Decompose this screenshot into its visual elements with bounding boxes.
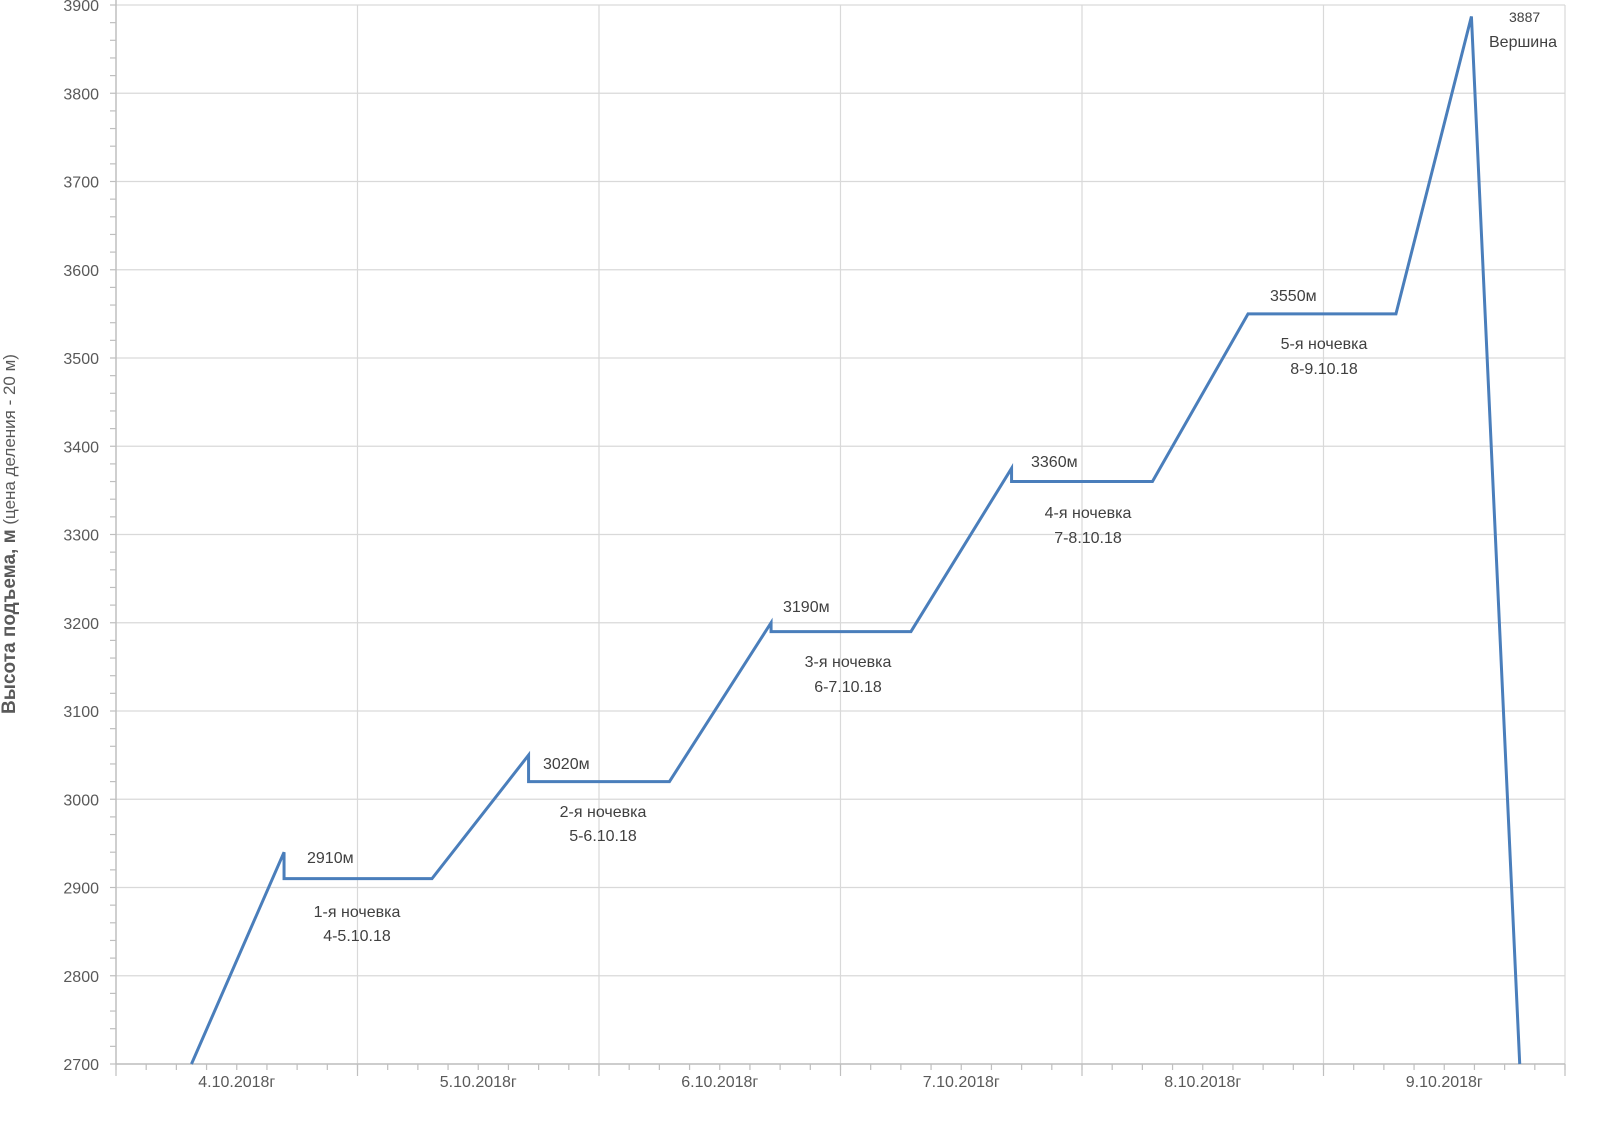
y-tick-label: 3400 (63, 439, 99, 456)
y-tick-label: 3900 (63, 0, 99, 15)
annotation-camp-3: 3-я ночевка (805, 654, 892, 671)
y-tick-label: 3300 (63, 528, 99, 545)
y-tick-label: 2700 (63, 1057, 99, 1074)
x-tick-label: 8.10.2018г (1164, 1074, 1241, 1091)
annotation-date-1: 4-5.10.18 (323, 928, 391, 945)
y-tick-label: 3500 (63, 351, 99, 368)
x-tick-labels: 4.10.2018г 5.10.2018г 6.10.2018г 7.10.2018г… (198, 1074, 1483, 1091)
annotation-camp-4: 4-я ночевка (1045, 505, 1132, 522)
annotation-summit-name: Вершина (1489, 34, 1557, 51)
y-tick-label: 3200 (63, 616, 99, 633)
y-tick-label: 3600 (63, 263, 99, 280)
y-axis-label: Высота подъема, м (цена деления - 20 м) (0, 354, 20, 714)
annotation-alt-1: 2910м (307, 850, 354, 867)
axes (110, 0, 1566, 1076)
x-tick-label: 6.10.2018г (681, 1074, 758, 1091)
annotation-camp-2: 2-я ночевка (560, 804, 647, 821)
x-tick-label: 5.10.2018г (440, 1074, 517, 1091)
annotation-alt-3: 3190м (783, 599, 830, 616)
annotation-date-3: 6-7.10.18 (814, 679, 882, 696)
y-tick-label: 3100 (63, 704, 99, 721)
x-tick-label: 4.10.2018г (198, 1074, 275, 1091)
x-tick-label: 7.10.2018г (923, 1074, 1000, 1091)
y-tick-label: 3800 (63, 86, 99, 103)
y-tick-label: 3700 (63, 175, 99, 192)
y-tick-label: 3000 (63, 792, 99, 809)
annotation-camp-1: 1-я ночевка (314, 904, 401, 921)
annotation-alt-5: 3550м (1270, 288, 1317, 305)
y-tick-label: 2800 (63, 969, 99, 986)
y-tick-label: 2900 (63, 881, 99, 898)
altitude-series-line (190, 16, 1522, 1065)
y-tick-labels: 2700 2800 2900 3000 3100 3200 3300 3400 3500 3600… (63, 0, 99, 1074)
annotation-summit-alt: 3887 (1509, 9, 1540, 25)
annotation-alt-2: 3020м (543, 756, 590, 773)
annotations: 2910м 1-я ночевка 4-5.10.18 3020м 2-я но… (307, 9, 1557, 945)
gridlines (116, 4, 1566, 1065)
annotation-date-4: 7-8.10.18 (1054, 530, 1122, 547)
annotation-date-2: 5-6.10.18 (569, 828, 637, 845)
annotation-camp-5: 5-я ночевка (1281, 336, 1368, 353)
x-tick-label: 9.10.2018г (1406, 1074, 1483, 1091)
annotation-alt-4: 3360м (1031, 454, 1078, 471)
annotation-date-5: 8-9.10.18 (1290, 361, 1358, 378)
